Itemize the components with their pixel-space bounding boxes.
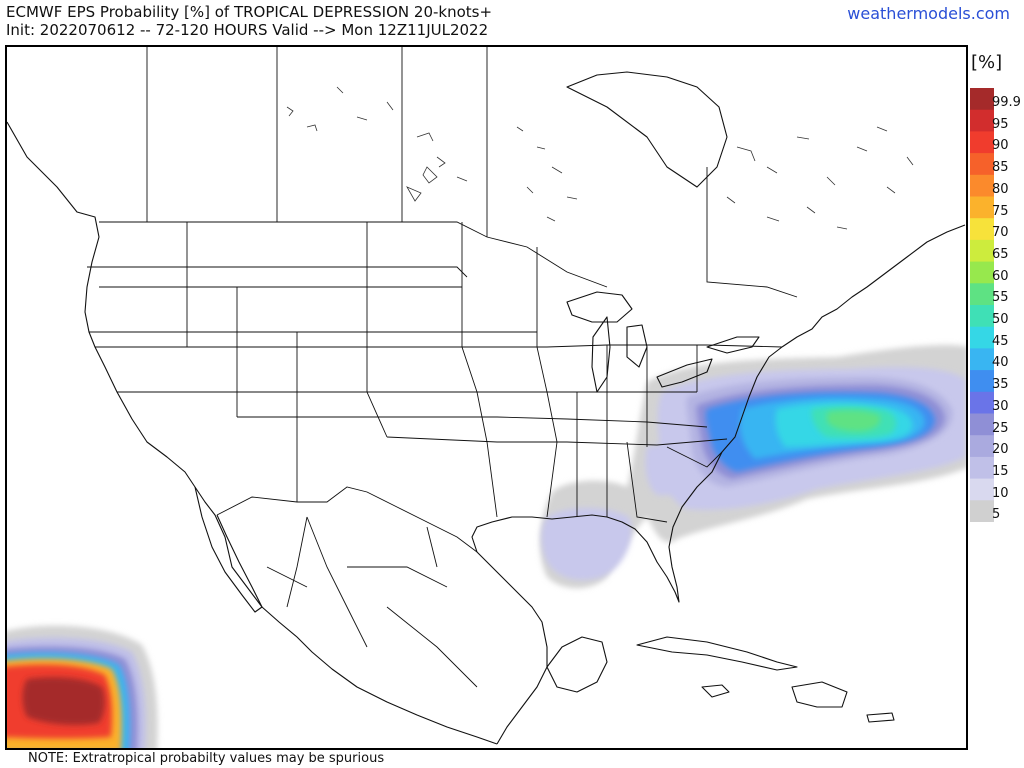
brand-link[interactable]: weathermodels.com (847, 4, 1010, 23)
colorbar-swatch-90 (970, 131, 994, 154)
colorbar-label: 35 (992, 377, 1009, 393)
probability-map (5, 45, 968, 750)
colorbar-label: 45 (992, 333, 1009, 349)
pacific-probability-area (7, 625, 158, 748)
colorbar-label: 25 (992, 420, 1009, 436)
colorbar-swatch-70 (970, 218, 994, 241)
colorbar-swatch-40 (970, 348, 994, 371)
colorbar-swatch-30 (970, 391, 994, 414)
colorbar-swatch-55 (970, 283, 994, 306)
colorbar-label: 30 (992, 398, 1009, 414)
colorbar-swatch-15 (970, 456, 994, 480)
colorbar-unit: [%] (971, 52, 1003, 73)
colorbar (970, 88, 994, 522)
colorbar-swatch-85 (970, 153, 994, 176)
colorbar-label: 15 (992, 463, 1009, 479)
colorbar-label: 85 (992, 160, 1009, 176)
colorbar-label: 40 (992, 355, 1009, 371)
colorbar-label: 55 (992, 290, 1009, 306)
colorbar-swatch-10 (970, 478, 994, 501)
colorbar-swatch-50 (970, 305, 994, 328)
colorbar-swatch-75 (970, 196, 994, 219)
colorbar-swatch-65 (970, 239, 994, 263)
colorbar-label: 60 (992, 268, 1009, 284)
map-title: ECMWF EPS Probability [%] of TROPICAL DE… (6, 3, 493, 21)
canadian-lakes (286, 86, 914, 230)
colorbar-label: 20 (992, 442, 1009, 458)
colorbar-label: 99.9 (992, 95, 1021, 110)
colorbar-swatch-99.9 (970, 88, 994, 111)
colorbar-swatch-5 (970, 500, 994, 522)
colorbar-label: 65 (992, 246, 1009, 262)
colorbar-label: 80 (992, 181, 1009, 197)
colorbar-swatch-25 (970, 413, 994, 436)
colorbar-label: 10 (992, 485, 1009, 501)
colorbar-label: 95 (992, 116, 1009, 132)
colorbar-label: 90 (992, 138, 1009, 154)
colorbar-swatch-20 (970, 435, 994, 458)
colorbar-swatch-35 (970, 370, 994, 393)
colorbar-swatch-95 (970, 109, 994, 132)
colorbar-swatch-80 (970, 174, 994, 197)
colorbar-label: 70 (992, 225, 1009, 241)
colorbar-label: 5 (992, 507, 1001, 523)
colorbar-label: 50 (992, 312, 1009, 327)
colorbar-swatch-60 (970, 261, 994, 284)
colorbar-swatch-45 (970, 326, 994, 349)
colorbar-label: 75 (992, 203, 1009, 219)
footer-note: NOTE: Extratropical probabilty values ma… (28, 751, 385, 766)
map-subtitle: Init: 2022070612 -- 72-120 HOURS Valid -… (6, 21, 489, 39)
state-borders (87, 47, 798, 688)
